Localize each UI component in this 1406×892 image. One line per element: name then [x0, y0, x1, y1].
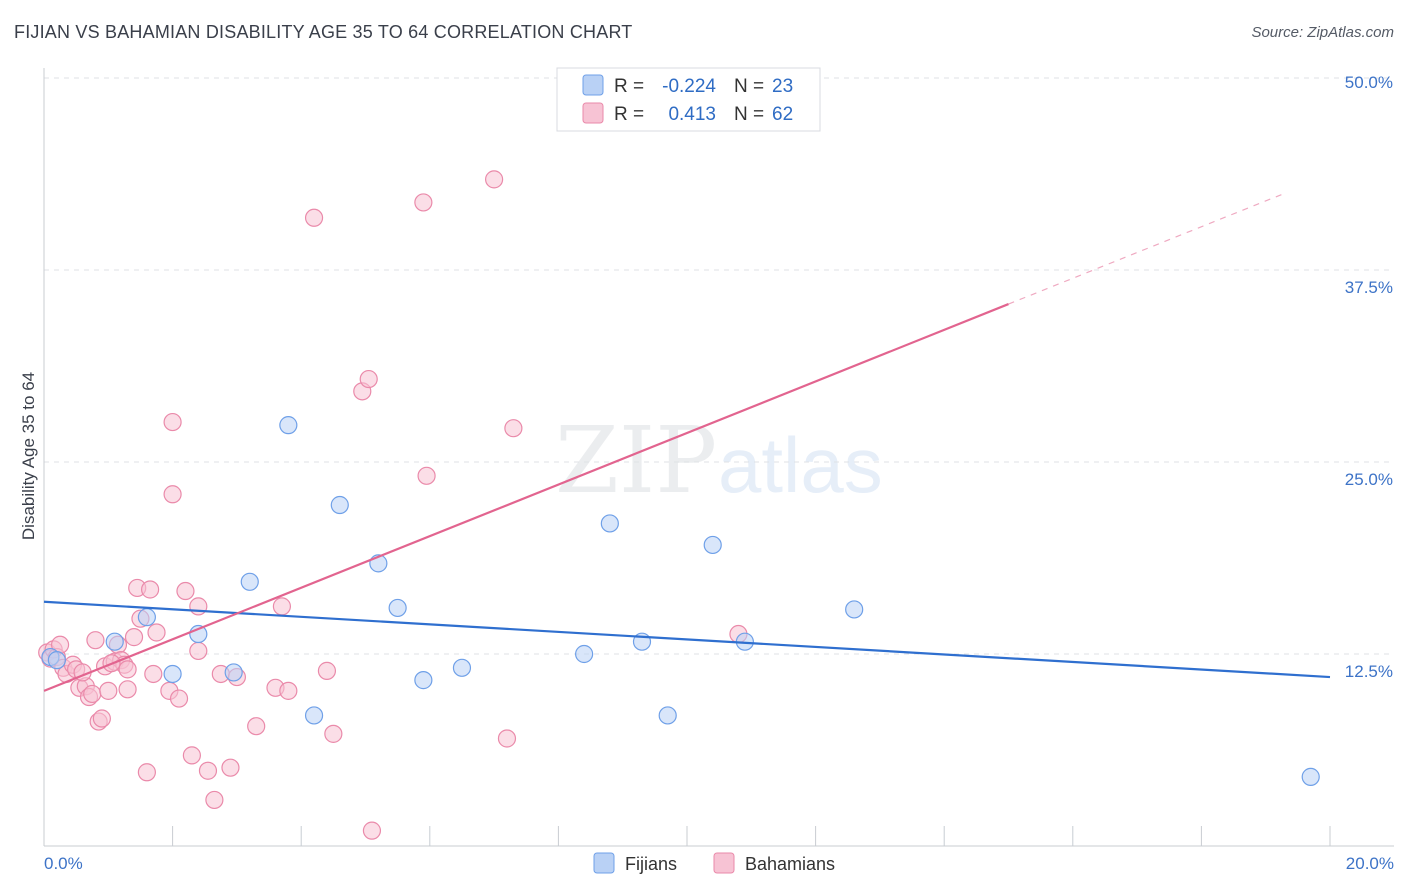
bahamians-point-22 [118, 660, 137, 679]
x-tick-marks [43, 826, 1331, 846]
fijians-point-17 [658, 706, 677, 725]
fijians-point-2 [137, 608, 156, 627]
y-axis-title: Disability Age 35 to 64 [19, 372, 38, 540]
bahamians-point-34 [169, 689, 189, 708]
bahamians-point-35 [176, 581, 195, 601]
legend-n-value-bahamians: 62 [772, 104, 793, 125]
bottom-legend-label-fijians: Fijians [625, 854, 677, 874]
legend-r-value-bahamians: 0.413 [668, 104, 716, 125]
bahamians-point-37 [189, 597, 208, 616]
chart-title: FIJIAN VS BAHAMIAN DISABILITY AGE 35 TO … [14, 22, 633, 42]
bottom-legend-label-bahamians: Bahamians [745, 854, 835, 874]
bahamians-point-58 [504, 419, 523, 438]
fijians-point-22 [47, 651, 66, 670]
fijians-point-5 [224, 663, 243, 682]
y-tick-label-1: 25.0% [1345, 470, 1393, 489]
watermark-zip: ZIP [555, 407, 717, 514]
bahamians-point-52 [359, 369, 378, 389]
bahamians-point-29 [144, 664, 163, 684]
bahamians-point-13 [86, 631, 105, 650]
bahamians-point-27 [137, 763, 156, 782]
bahamians-trend-line [43, 303, 1009, 692]
bahamians-point-55 [417, 466, 436, 485]
bahamians-point-42 [221, 758, 240, 777]
legend-n-value-fijians: 23 [772, 76, 793, 97]
bahamians-point-38 [189, 641, 208, 661]
bottom-legend-swatch-fijians [593, 852, 615, 874]
legend-n-label-fijians: N = [734, 76, 764, 97]
bahamians-point-17 [99, 681, 118, 700]
bahamians-trend-line-extension [1008, 192, 1286, 305]
bahamians-point-32 [163, 485, 182, 504]
fijians-point-18 [703, 535, 722, 555]
fijians-point-1 [105, 632, 124, 651]
bahamians-point-56 [485, 170, 504, 189]
bahamians-point-15 [92, 709, 111, 728]
bahamians-point-28 [140, 580, 160, 599]
fijians-point-20 [845, 600, 864, 619]
bahamians-point-23 [118, 680, 137, 699]
bahamians-point-54 [414, 193, 433, 212]
fijians-point-7 [279, 416, 298, 435]
legend-r-value-fijians: -0.224 [662, 76, 716, 97]
bahamians-point-24 [124, 628, 144, 647]
legend-n-label-bahamians: N = [734, 104, 764, 125]
bahamians-point-30 [147, 623, 166, 642]
fijians-point-6 [240, 572, 259, 591]
bahamians-point-46 [272, 597, 292, 616]
fijians-point-8 [304, 706, 324, 725]
fijians-point-14 [575, 644, 594, 664]
fijians-point-12 [414, 671, 433, 690]
bottom-legend-swatch-bahamians [713, 852, 735, 874]
watermark-atlas: atlas [718, 421, 883, 509]
x-tick-label-end: 20.0% [1346, 854, 1394, 873]
bahamians-point-49 [317, 661, 337, 680]
trend-lines [43, 192, 1331, 692]
bahamians-point-40 [205, 790, 224, 810]
y-tick-label-3: 50.0% [1345, 73, 1393, 92]
y-tick-label-0: 12.5% [1345, 662, 1393, 681]
legend-r-label-fijians: R = [614, 76, 644, 97]
bahamians-point-36 [182, 746, 201, 765]
bahamians-point-12 [83, 684, 102, 704]
y-tick-labels: 12.5% 25.0% 37.5% 50.0% [1345, 73, 1393, 681]
bottom-legend: Fijians Bahamians [593, 852, 835, 874]
bahamians-point-33 [163, 412, 182, 432]
stats-legend: R = -0.224 N = 23 R = 0.413 N = 62 [556, 67, 821, 132]
bahamians-point-44 [247, 717, 266, 736]
fijians-point-15 [600, 514, 619, 533]
fijians-trend-line [43, 600, 1331, 679]
legend-swatch-bahamians [582, 102, 604, 124]
y-tick-label-2: 37.5% [1345, 278, 1393, 297]
gridlines [44, 77, 1394, 655]
bahamians-point-48 [304, 208, 324, 227]
fijians-point-11 [388, 598, 407, 618]
bahamians-point-39 [198, 761, 218, 780]
fijians-point-3 [163, 664, 182, 684]
legend-r-label-bahamians: R = [614, 104, 644, 125]
watermark: ZIP atlas [555, 407, 883, 514]
chart-source: Source: ZipAtlas.com [1251, 24, 1394, 41]
x-tick-label-start: 0.0% [44, 854, 83, 873]
fijians-point-21 [1301, 767, 1320, 786]
bahamians-point-53 [362, 821, 382, 840]
fijians-point-9 [330, 495, 349, 515]
fijians-point-13 [452, 658, 472, 677]
bahamians-point-57 [497, 729, 517, 748]
bahamians-point-50 [324, 724, 343, 743]
series-fijians [41, 416, 1320, 786]
legend-swatch-fijians [582, 74, 604, 96]
bahamians-point-47 [279, 681, 298, 700]
